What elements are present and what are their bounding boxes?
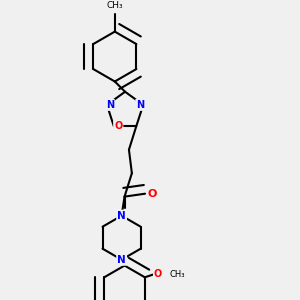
Text: CH₃: CH₃ [106,1,123,10]
Text: O: O [148,189,157,199]
Text: N: N [117,255,126,265]
Text: N: N [106,100,114,110]
Text: O: O [114,121,122,131]
Text: CH₃: CH₃ [170,270,185,279]
Text: N: N [117,211,126,221]
Text: N: N [136,100,144,110]
Text: O: O [154,269,162,279]
